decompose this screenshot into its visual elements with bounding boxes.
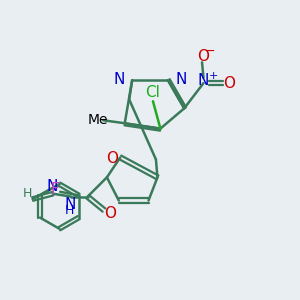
Text: +: + — [208, 71, 218, 81]
Text: O: O — [224, 76, 236, 91]
Text: F: F — [50, 182, 59, 197]
Text: Me: Me — [87, 113, 108, 127]
Text: O: O — [104, 206, 116, 220]
Text: N: N — [64, 197, 75, 212]
Text: O: O — [197, 49, 209, 64]
Text: O: O — [106, 151, 118, 166]
Text: H: H — [22, 187, 32, 200]
Text: H: H — [65, 204, 74, 218]
Text: N: N — [175, 72, 187, 87]
Text: Cl: Cl — [146, 85, 160, 100]
Text: N: N — [113, 72, 125, 87]
Text: N: N — [198, 73, 209, 88]
Text: N: N — [46, 179, 58, 194]
Text: −: − — [205, 44, 216, 58]
